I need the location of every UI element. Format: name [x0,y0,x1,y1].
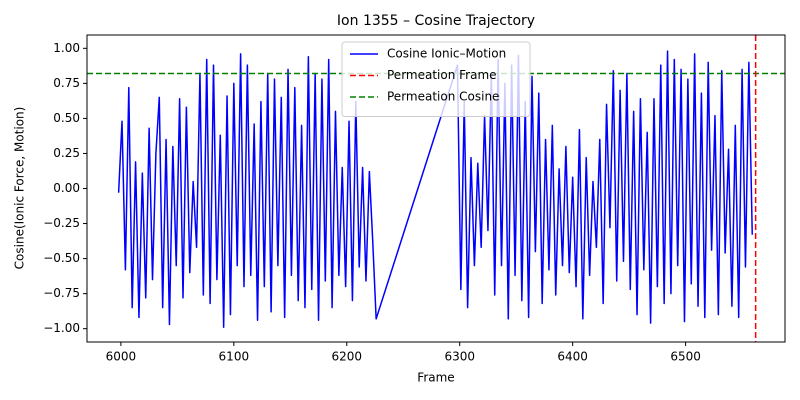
chart-title: Ion 1355 – Cosine Trajectory [337,13,535,29]
y-axis-label: Cosine(Ionic Force, Motion) [13,107,27,270]
x-tick-label: 6400 [557,350,588,364]
y-tick-label: −1.00 [43,321,80,335]
plot-frame [86,34,786,343]
x-tick-label: 6200 [332,350,363,364]
y-tick-label: 0.00 [53,181,80,195]
y-tick-label: −0.25 [43,216,80,230]
x-tick-label: 6000 [106,350,137,364]
x-tick-label: 6500 [670,350,701,364]
legend-label: Cosine Ionic–Motion [387,47,506,61]
legend-box [341,41,531,117]
y-tick-label: −0.75 [43,286,80,300]
legend-label: Permeation Cosine [387,90,499,104]
y-tick-label: 0.25 [53,146,80,160]
y-tick-label: 1.00 [53,41,80,55]
legend-label: Permeation Frame [387,68,497,82]
y-tick-label: −0.50 [43,251,80,265]
x-tick-label: 6100 [219,350,250,364]
x-tick-label: 6300 [444,350,475,364]
y-tick-label: 0.50 [53,111,80,125]
legend: Cosine Ionic–Motion Permeation Frame Perme… [341,41,531,117]
x-axis-label: Frame [417,371,454,385]
data-line [117,50,753,329]
y-tick-label: 0.75 [53,76,80,90]
